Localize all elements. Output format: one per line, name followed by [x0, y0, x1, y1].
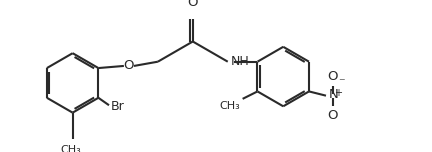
Text: O: O: [123, 59, 133, 73]
Text: CH₃: CH₃: [220, 101, 241, 111]
Text: O: O: [327, 70, 338, 83]
Text: +: +: [334, 88, 342, 98]
Text: O: O: [187, 0, 198, 9]
Text: Br: Br: [111, 100, 125, 113]
Text: O: O: [327, 109, 338, 123]
Text: CH₃: CH₃: [60, 145, 81, 152]
Text: ⁻: ⁻: [338, 76, 345, 89]
Text: N: N: [329, 88, 339, 101]
Text: NH: NH: [230, 55, 249, 68]
